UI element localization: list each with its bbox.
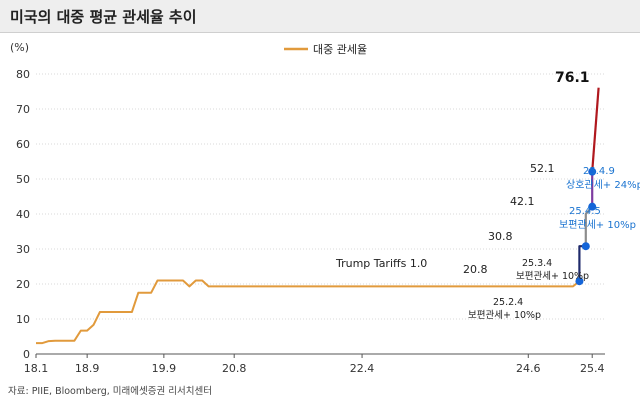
- annotation-layer: Trump Tariffs 1.0 20.8 30.8 42.1 52.1 76…: [335, 70, 640, 321]
- event-1-text: 보편관세+ 10%p: [468, 309, 541, 321]
- y-tick-label-80: 80: [16, 68, 30, 81]
- legend-label: 대중 관세율: [313, 43, 367, 56]
- y-tick-label-30: 30: [16, 243, 30, 256]
- series-layer: [36, 87, 600, 345]
- y-tick-labels: 0 10 20 30 40 50 60 70 80: [16, 68, 30, 361]
- grid: [36, 73, 605, 320]
- y-tick-label-60: 60: [16, 138, 30, 151]
- trump-tariffs-annotation: Trump Tariffs 1.0: [335, 257, 427, 270]
- source-note: 자료: PIIE, Bloomberg, 미래에셋증권 리서치센터: [8, 386, 212, 397]
- value-label-30-8: 30.8: [488, 230, 513, 243]
- value-label-42-1: 42.1: [510, 195, 535, 208]
- y-tick-label-50: 50: [16, 173, 30, 186]
- marker-layer: [575, 167, 597, 286]
- x-tick-label-5: 24.6: [516, 362, 541, 375]
- title-bar: 미국의 대중 평균 관세율 추이: [0, 0, 640, 33]
- data-point-marker-2: [581, 242, 590, 251]
- data-point-marker-1: [575, 277, 584, 286]
- data-point-marker-3: [588, 202, 597, 211]
- x-tick-label-3: 20.8: [222, 362, 247, 375]
- data-point-marker-4: [588, 167, 597, 176]
- x-tick-labels: 18.1 18.9 19.9 20.8 22.4 24.6 25.4: [24, 354, 605, 375]
- y-axis-unit-label: (%): [10, 41, 29, 54]
- value-label-20-8: 20.8: [463, 263, 488, 276]
- event-3-date: 25.4.5: [569, 206, 601, 217]
- y-tick-label-0: 0: [23, 348, 30, 361]
- y-tick-label-70: 70: [16, 103, 30, 116]
- event-2-date: 25.3.4: [522, 258, 552, 269]
- x-tick-label-0: 18.1: [24, 362, 49, 375]
- series-segment-4: [591, 87, 600, 172]
- y-tick-label-40: 40: [16, 208, 30, 221]
- chart-title: 미국의 대중 평균 관세율 추이: [10, 8, 197, 26]
- event-3-text: 보편관세+ 10%p: [559, 219, 636, 231]
- event-2-text: 보편관세+ 10%p: [516, 270, 589, 282]
- x-tick-label-1: 18.9: [75, 362, 100, 375]
- y-tick-label-10: 10: [16, 313, 30, 326]
- event-4-date: 25.4.9: [583, 166, 615, 177]
- series-line-main: [36, 279, 581, 345]
- event-4-text: 상호관세+ 24%p: [566, 179, 640, 191]
- x-tick-label-6: 25.4: [580, 362, 605, 375]
- value-label-76-1: 76.1: [555, 70, 590, 86]
- event-1-date: 25.2.4: [493, 297, 523, 308]
- y-tick-label-20: 20: [16, 278, 30, 291]
- x-tick-label-2: 19.9: [152, 362, 177, 375]
- value-label-52-1: 52.1: [530, 162, 555, 175]
- x-tick-label-4: 22.4: [350, 362, 375, 375]
- legend: 대중 관세율: [284, 43, 367, 56]
